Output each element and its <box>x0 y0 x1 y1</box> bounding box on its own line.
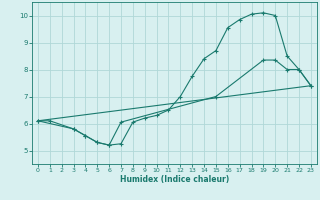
X-axis label: Humidex (Indice chaleur): Humidex (Indice chaleur) <box>120 175 229 184</box>
